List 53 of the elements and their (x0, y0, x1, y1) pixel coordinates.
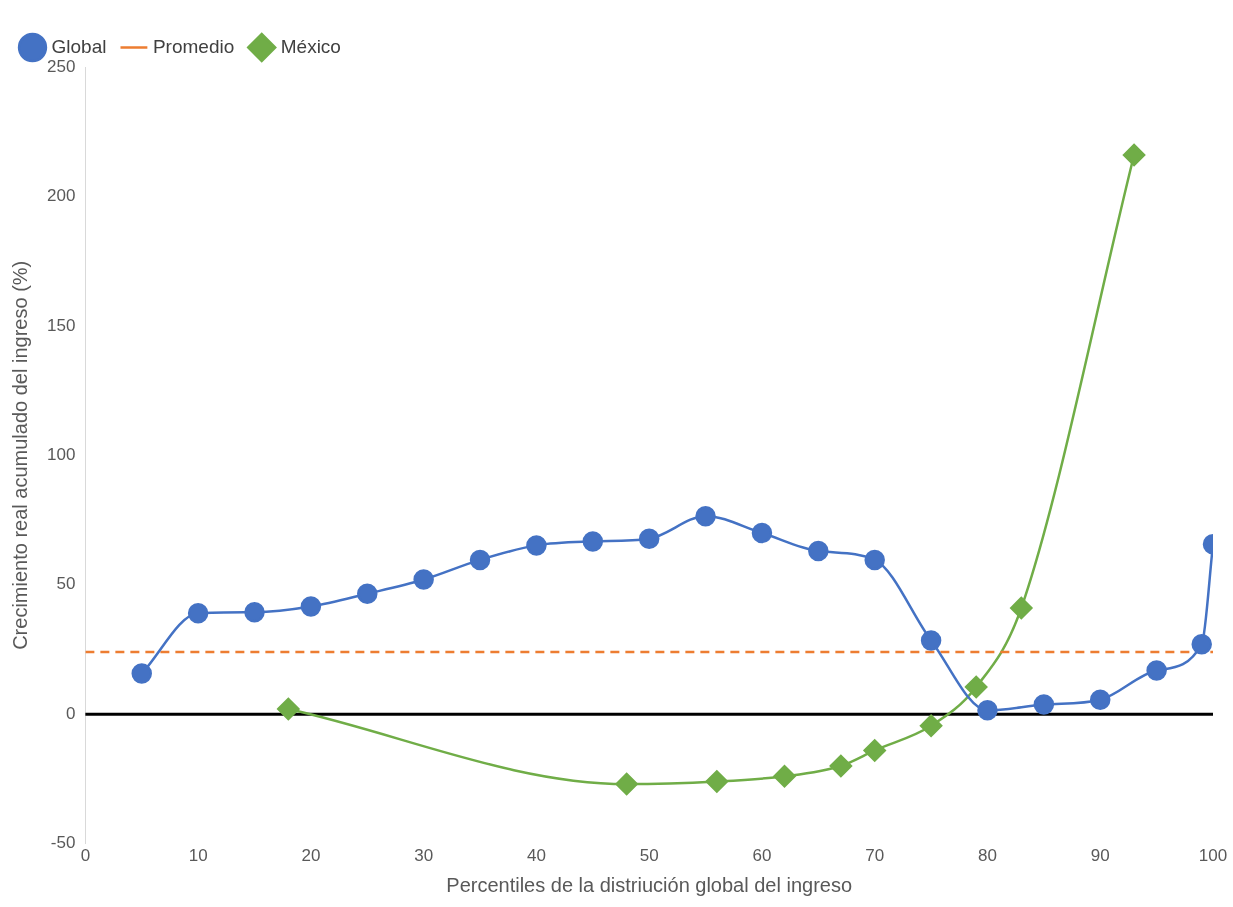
point (919, 714, 943, 738)
point (277, 697, 300, 721)
legend-label: Promedio (152, 35, 235, 57)
legend-label: Global (51, 35, 107, 57)
point (638, 528, 660, 549)
legend-label: México (280, 35, 341, 57)
y-tick-label: 0 (65, 703, 76, 723)
x-tick-label: 90 (1090, 846, 1110, 866)
point (244, 601, 265, 623)
x-tick-label: 10 (188, 846, 208, 866)
point (615, 772, 638, 796)
point (695, 505, 716, 527)
x-tick-label: 50 (639, 846, 659, 866)
x-axis-title: Percentiles de la distriución global del ingreso (446, 873, 853, 896)
point (705, 770, 729, 793)
y-tick-label: 150 (46, 315, 76, 335)
y-tick-label: 250 (46, 56, 76, 76)
y-tick-label: 200 (46, 186, 76, 206)
point (1033, 694, 1055, 715)
point (187, 602, 209, 624)
point (526, 535, 547, 556)
point (773, 765, 796, 788)
x-tick-label: 80 (978, 846, 997, 866)
y-tick-label: 100 (46, 444, 76, 464)
y-tick-label: 50 (56, 574, 76, 594)
point (977, 700, 998, 721)
point (300, 596, 322, 617)
point (131, 663, 152, 684)
point (863, 739, 886, 762)
x-tick-label: 60 (752, 846, 772, 866)
y-tick-label: -50 (50, 833, 76, 853)
point (1191, 634, 1212, 655)
point (469, 549, 491, 571)
x-tick-label: 0 (80, 846, 91, 866)
point (1089, 689, 1111, 710)
x-tick-label: 20 (301, 846, 321, 866)
point (1146, 660, 1167, 681)
point (357, 583, 378, 605)
point (964, 675, 988, 699)
point (751, 522, 773, 544)
x-tick-label: 40 (526, 846, 546, 866)
x-tick-label: 100 (1198, 846, 1228, 866)
y-axis-title: Crecimiento real acumulado del ingreso (%) (8, 260, 31, 650)
point (920, 630, 942, 651)
point (582, 531, 604, 552)
point (864, 549, 885, 571)
point (413, 569, 434, 590)
point (1122, 143, 1146, 167)
point (1010, 596, 1033, 620)
point (808, 540, 829, 562)
x-tick-label: 70 (865, 846, 885, 866)
point (829, 754, 853, 778)
x-tick-label: 30 (414, 846, 434, 866)
